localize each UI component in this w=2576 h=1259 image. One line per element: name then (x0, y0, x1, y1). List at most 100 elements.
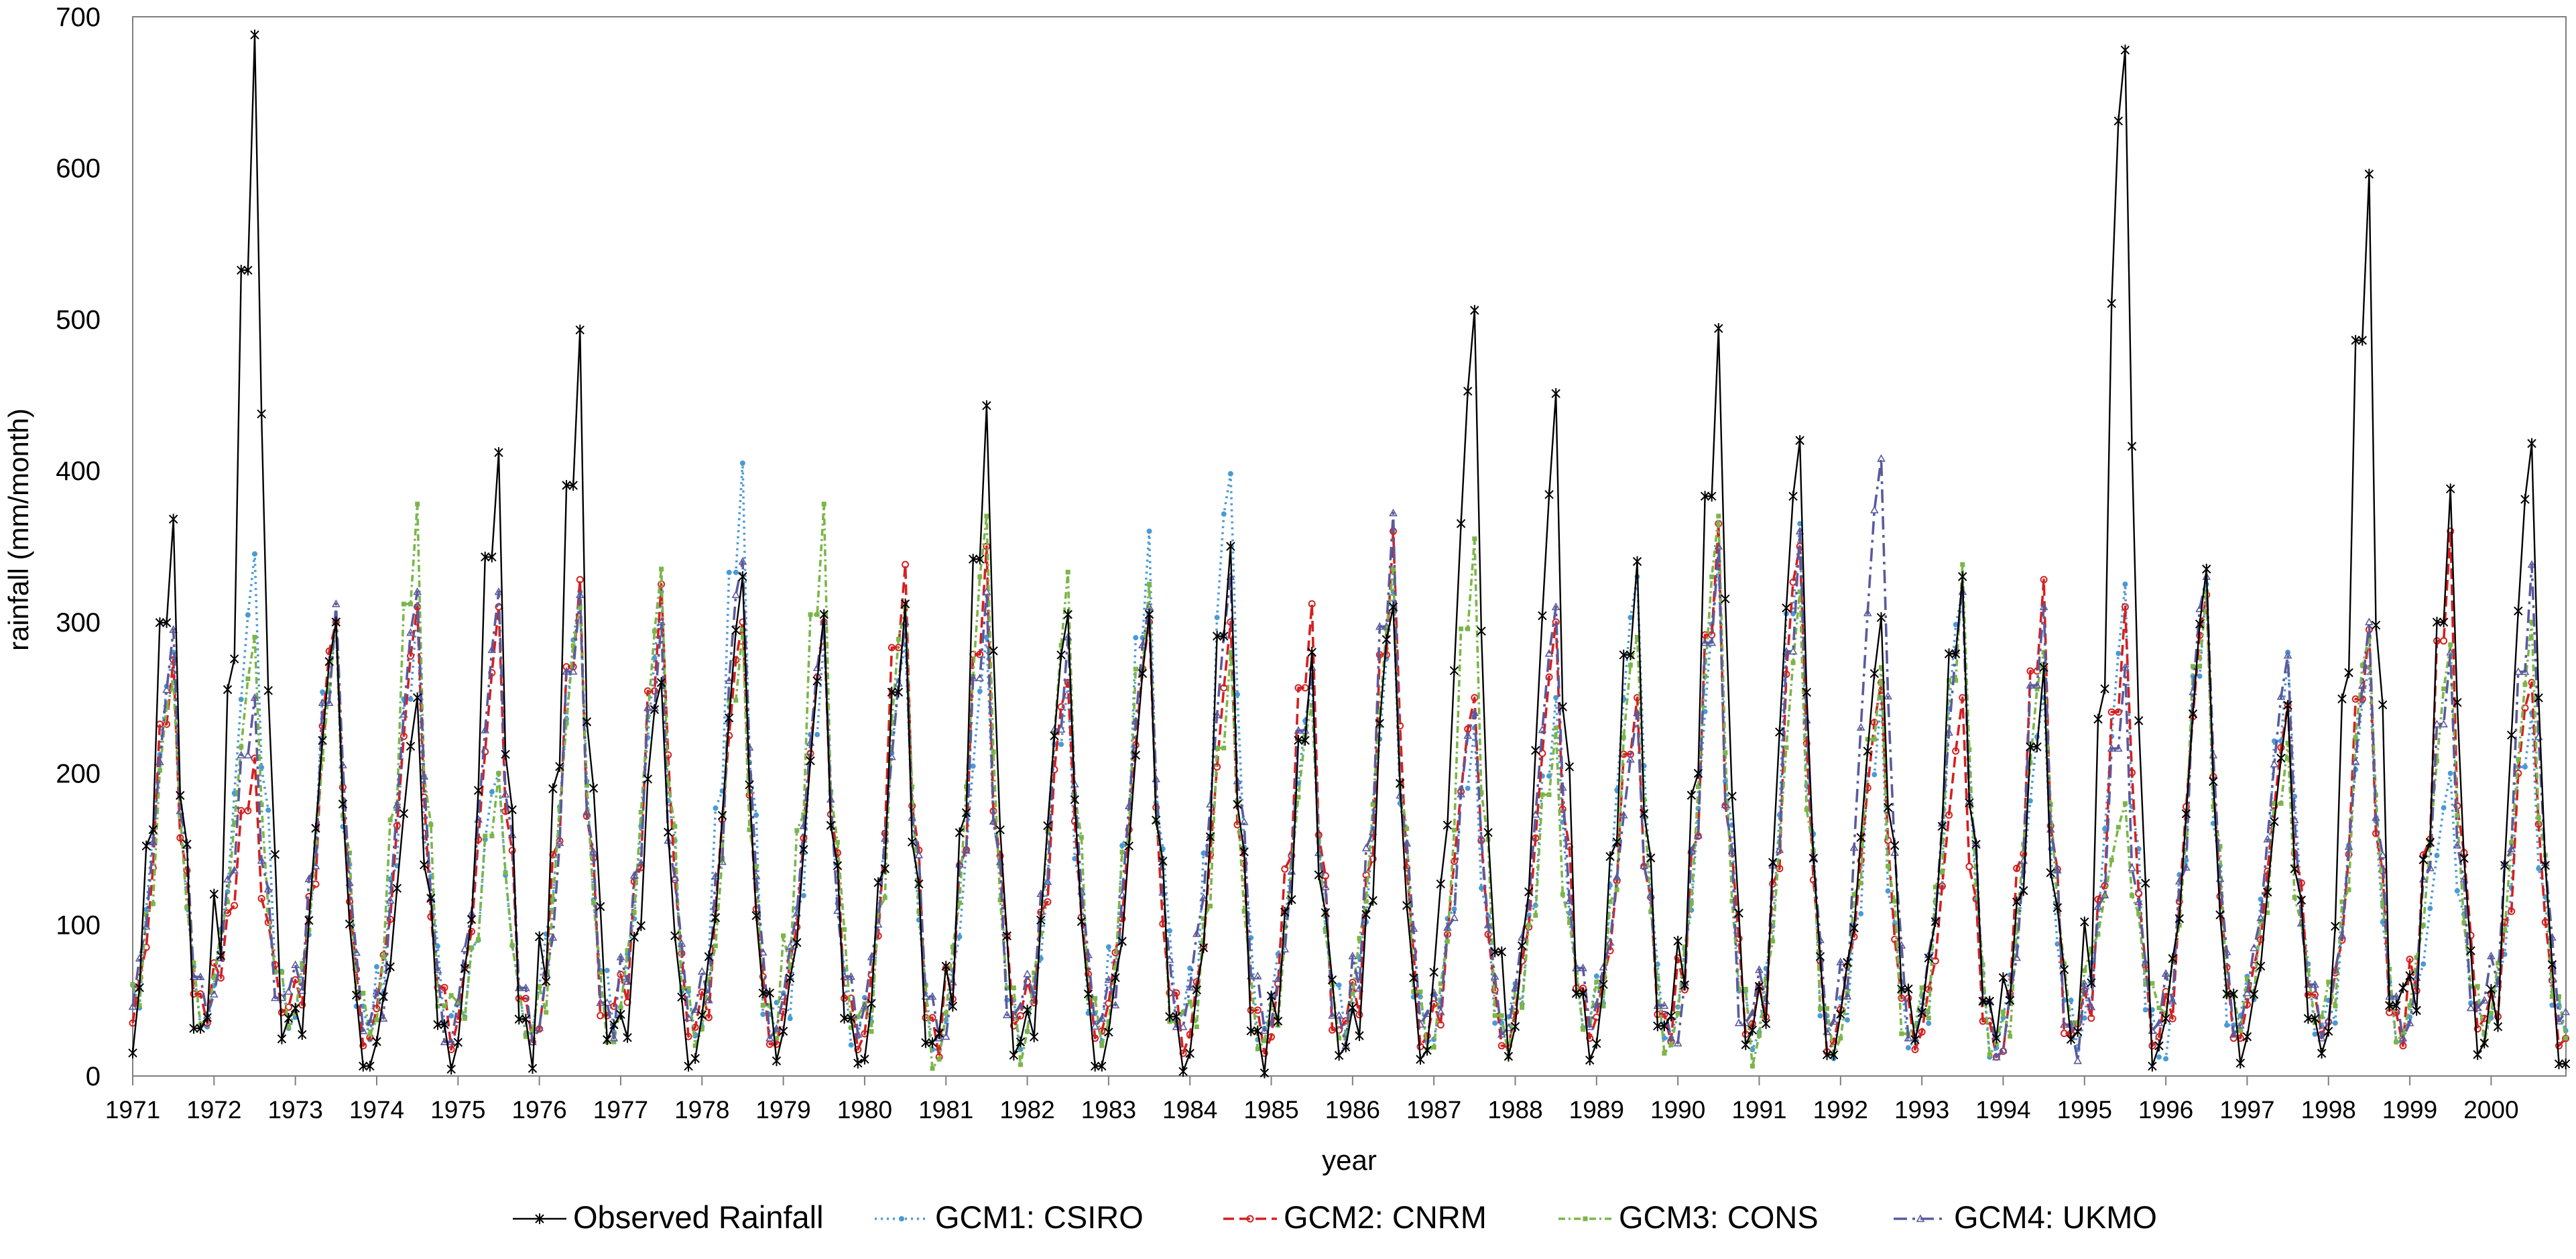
data-point (1822, 1049, 1832, 1061)
data-point (171, 680, 176, 685)
data-point (1262, 1038, 1267, 1044)
data-point (1287, 894, 1296, 905)
data-point (473, 785, 483, 796)
data-point (1497, 1042, 1506, 1050)
data-point (2130, 893, 2135, 898)
data-point (760, 1003, 765, 1008)
data-point (2235, 1020, 2245, 1029)
data-point (130, 981, 135, 987)
data-point (265, 907, 271, 912)
data-point (1741, 1039, 1750, 1051)
data-point (1869, 505, 1879, 514)
data-point (2466, 1003, 2475, 1012)
data-point (713, 943, 718, 949)
data-point (1856, 723, 1865, 731)
data-point (2122, 801, 2128, 806)
data-point (2433, 719, 2441, 728)
data-point (196, 1022, 205, 1034)
data-point (977, 574, 983, 579)
data-point (2406, 955, 2414, 963)
data-point (1355, 983, 1364, 992)
data-point (156, 757, 164, 766)
data-point (1357, 936, 1362, 941)
data-point (2317, 1033, 2326, 1042)
data-point (489, 789, 495, 795)
data-point (575, 324, 585, 336)
data-point (1111, 1000, 1120, 1009)
data-point (2107, 298, 2116, 309)
data-point (237, 265, 246, 276)
x-tick-label: 2000 (2463, 1096, 2518, 1124)
data-point (576, 576, 584, 584)
data-point (1565, 761, 1575, 772)
data-point (2418, 854, 2428, 865)
series-gcm1-csiro (130, 460, 2569, 1062)
data-point (1605, 851, 1615, 862)
data-point (1756, 1033, 1762, 1038)
data-point (1043, 820, 1052, 831)
data-point (2399, 1042, 2407, 1050)
data-point (2278, 800, 2284, 806)
data-point (1531, 745, 1540, 756)
data-point (2087, 1002, 2096, 1010)
data-point (1097, 1061, 1107, 1072)
data-point (2283, 700, 2292, 711)
data-point (1511, 983, 1520, 992)
data-point (2102, 894, 2107, 899)
data-point (1025, 1029, 1030, 1034)
data-point (1567, 920, 1572, 925)
data-point (2211, 804, 2216, 809)
data-point (2378, 850, 2387, 859)
data-point (2276, 752, 2286, 764)
data-point (631, 910, 637, 915)
data-point (1097, 1014, 1107, 1022)
data-point (982, 400, 991, 412)
data-point (1802, 686, 1811, 698)
data-point (311, 823, 320, 834)
data-point (223, 874, 232, 883)
data-point (562, 663, 570, 671)
data-point (726, 569, 732, 575)
data-point (1844, 1017, 1850, 1023)
data-point (1233, 798, 1242, 810)
data-point (582, 807, 591, 816)
data-point (137, 1003, 142, 1008)
data-point (1843, 992, 1852, 1000)
data-point (1185, 983, 1194, 991)
data-point (2405, 970, 2414, 981)
data-point (2046, 867, 2055, 878)
data-point (2285, 740, 2290, 745)
data-point (232, 820, 237, 825)
data-point (2143, 981, 2148, 986)
data-point (2093, 713, 2103, 725)
data-point (1361, 909, 1371, 920)
data-point (2305, 967, 2311, 973)
data-point (677, 992, 686, 1003)
data-point (2087, 977, 2096, 988)
data-point (1018, 1062, 1023, 1067)
data-point (481, 747, 489, 756)
data-point (245, 612, 251, 618)
data-point (1416, 1020, 1425, 1028)
data-point (2069, 1020, 2074, 1026)
data-point (361, 990, 366, 996)
data-point (1565, 896, 1574, 904)
data-point (530, 1028, 536, 1034)
data-point (1465, 785, 1471, 791)
data-point (568, 480, 578, 491)
data-point (867, 952, 876, 961)
data-point (1409, 924, 1418, 932)
data-point (684, 1061, 693, 1072)
data-point (1213, 710, 1222, 719)
data-point (616, 1009, 625, 1020)
data-point (1449, 665, 1459, 676)
data-point (1531, 810, 1540, 818)
data-point (2229, 988, 2238, 1000)
data-point (2168, 953, 2177, 964)
data-point (1701, 638, 1709, 646)
data-point (767, 1003, 772, 1008)
data-point (1307, 647, 1316, 658)
data-point (298, 1029, 307, 1040)
data-point (2107, 708, 2115, 716)
data-point (2561, 1058, 2571, 1069)
